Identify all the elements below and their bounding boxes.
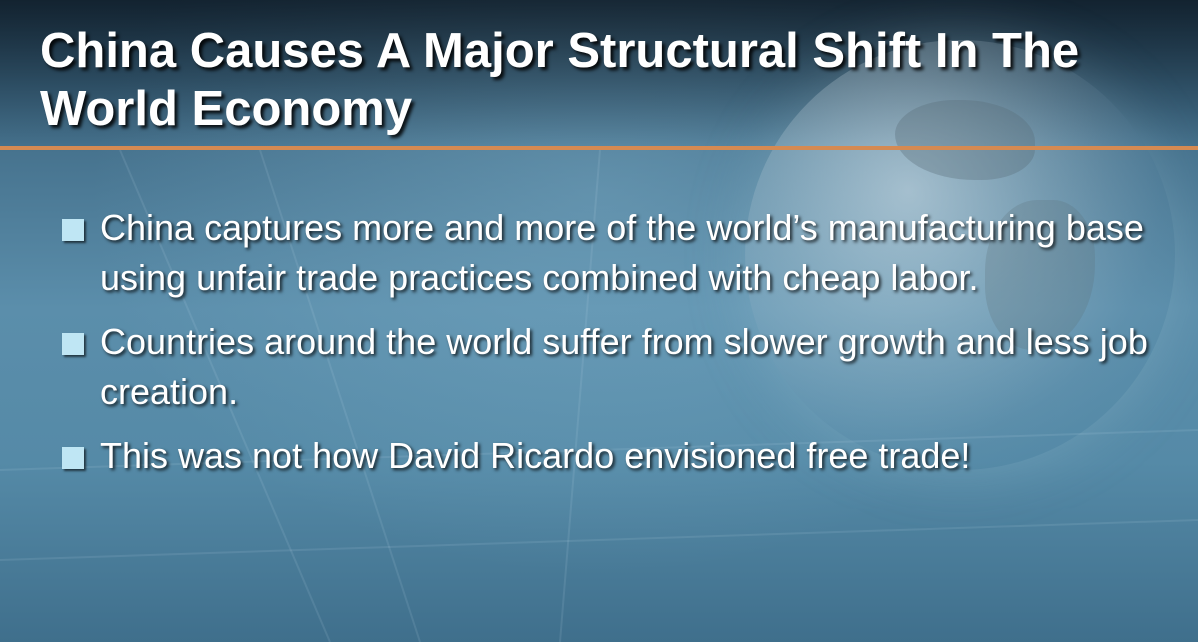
bullet-text: This was not how David Ricardo envisione… [100, 435, 971, 476]
square-bullet-icon [62, 219, 84, 241]
bullet-text: China captures more and more of the worl… [100, 207, 1144, 298]
bullet-item: Countries around the world suffer from s… [62, 317, 1172, 417]
bullet-text: Countries around the world suffer from s… [100, 321, 1148, 412]
bullet-list: China captures more and more of the worl… [62, 203, 1172, 495]
bullet-item: China captures more and more of the worl… [62, 203, 1172, 303]
globe-background [745, 40, 1175, 470]
square-bullet-icon [62, 447, 84, 469]
bullet-item: This was not how David Ricardo envisione… [62, 431, 1172, 481]
title-divider [0, 146, 1198, 150]
square-bullet-icon [62, 333, 84, 355]
slide-title: China Causes A Major Structural Shift In… [40, 24, 1080, 136]
globe-landmass [895, 100, 1035, 180]
